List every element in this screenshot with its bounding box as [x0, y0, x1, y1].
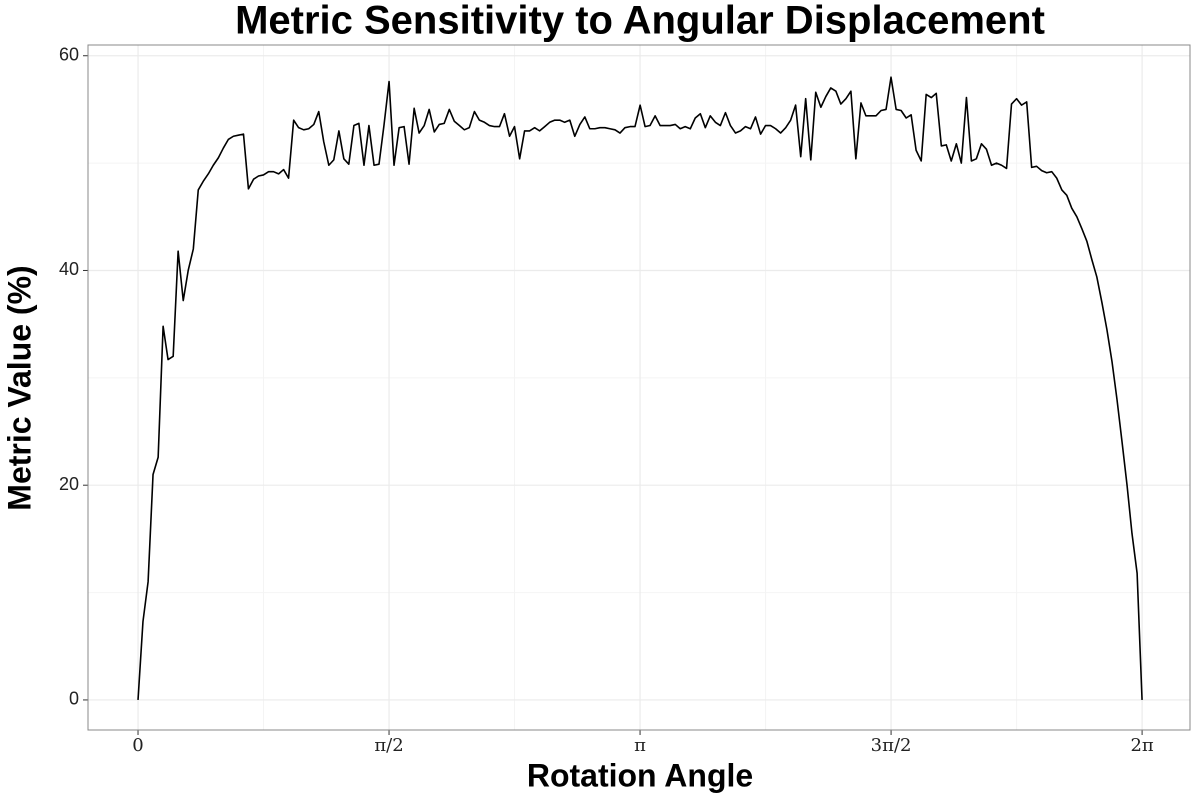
x-tick-label: 3π/2: [871, 735, 912, 756]
x-tick-label: π/2: [374, 735, 403, 756]
y-tick-label: 0: [69, 689, 79, 709]
chart-title: Metric Sensitivity to Angular Displaceme…: [235, 0, 1045, 43]
data-line: [137, 76, 1143, 700]
panel-border: [87, 44, 1191, 731]
y-axis-label: Metric Value (%): [1, 265, 37, 510]
x-tick-label: 0: [132, 735, 143, 756]
y-tick-label: 60: [59, 44, 79, 64]
x-tick-label: π: [634, 735, 646, 756]
x-axis-label: Rotation Angle: [527, 757, 753, 793]
x-tick-label: 2π: [1130, 735, 1153, 756]
y-tick-label: 20: [59, 474, 79, 494]
y-tick-label: 40: [59, 259, 79, 279]
